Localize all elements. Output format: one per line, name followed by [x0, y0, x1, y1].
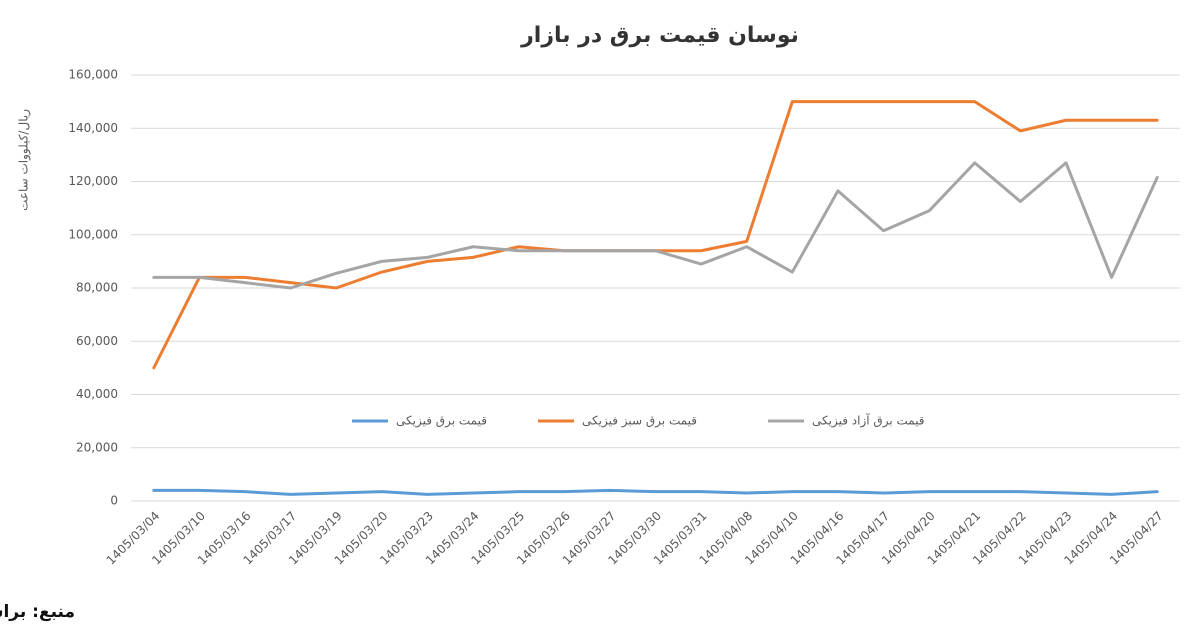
y-tick-label: 160,000 [68, 68, 118, 82]
y-tick-label: 80,000 [76, 281, 118, 295]
y-tick-label: 20,000 [76, 440, 118, 454]
y-tick-label: 140,000 [68, 121, 118, 135]
legend-label: قیمت برق فیزیکی [396, 414, 487, 429]
y-axis-label: ریال/کیلووات ساعت [17, 109, 32, 211]
y-tick-label: 0 [110, 494, 118, 508]
series-line [152, 161, 1159, 290]
y-tick-label: 100,000 [68, 227, 118, 241]
source-note: منبع: براساس داده‌های بورس انرژی ایران [0, 602, 75, 622]
y-tick-label: 60,000 [76, 334, 118, 348]
y-tick-label: 40,000 [76, 387, 118, 401]
series-line [152, 488, 1159, 496]
y-tick-label: 120,000 [68, 174, 118, 188]
legend-label: قیمت برق سبز فیزیکی [582, 414, 697, 429]
chart-title: نوسان قیمت برق در بازار [520, 23, 799, 48]
legend-label: قیمت برق آزاد فیزیکی [812, 413, 925, 429]
